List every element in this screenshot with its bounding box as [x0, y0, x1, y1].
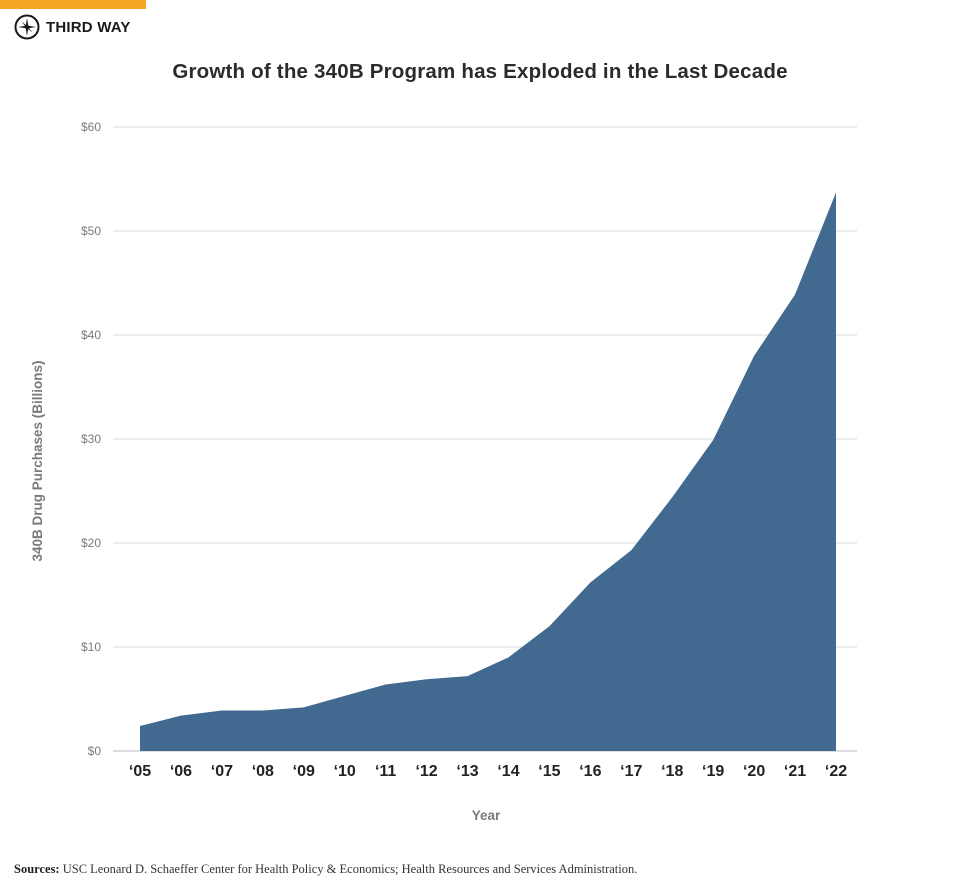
brand-header: THIRD WAY [14, 14, 131, 40]
y-tick-label: $50 [81, 224, 101, 238]
x-tick-label: ‘21 [784, 763, 806, 780]
x-tick-label: ‘09 [293, 763, 315, 780]
x-tick-label: ‘18 [661, 763, 683, 780]
brand-accent-bar [0, 0, 146, 9]
sources-text: USC Leonard D. Schaeffer Center for Heal… [62, 862, 638, 876]
sources-note: Sources: USC Leonard D. Schaeffer Center… [14, 862, 637, 877]
chart-title: Growth of the 340B Program has Exploded … [172, 60, 788, 83]
x-tick-label: ‘06 [170, 763, 192, 780]
y-tick-label: $10 [81, 640, 101, 654]
x-tick-label: ‘11 [375, 763, 396, 780]
x-tick-label: ‘10 [334, 763, 356, 780]
x-tick-label: ‘22 [825, 763, 847, 780]
x-tick-label: ‘05 [129, 763, 151, 780]
x-tick-label: ‘19 [702, 763, 724, 780]
compass-star-icon [14, 14, 40, 40]
area-series [140, 192, 836, 751]
y-axis-title: 340B Drug Purchases (Billions) [30, 360, 45, 561]
x-tick-label: ‘16 [579, 763, 601, 780]
x-tick-label: ‘15 [538, 763, 560, 780]
y-tick-label: $60 [81, 120, 101, 134]
x-tick-label: ‘07 [211, 763, 233, 780]
brand-name: THIRD WAY [46, 18, 131, 36]
y-tick-label: $20 [81, 536, 101, 550]
x-tick-label: ‘20 [743, 763, 765, 780]
x-tick-label: ‘13 [456, 763, 478, 780]
y-tick-label: $0 [88, 744, 102, 758]
sources-label: Sources: [14, 862, 60, 876]
x-axis-title: Year [472, 808, 501, 823]
x-tick-label: ‘17 [620, 763, 642, 780]
x-tick-label: ‘12 [415, 763, 437, 780]
y-tick-label: $30 [81, 432, 101, 446]
y-tick-label: $40 [81, 328, 101, 342]
x-tick-label: ‘08 [252, 763, 274, 780]
x-tick-label: ‘14 [497, 763, 519, 780]
